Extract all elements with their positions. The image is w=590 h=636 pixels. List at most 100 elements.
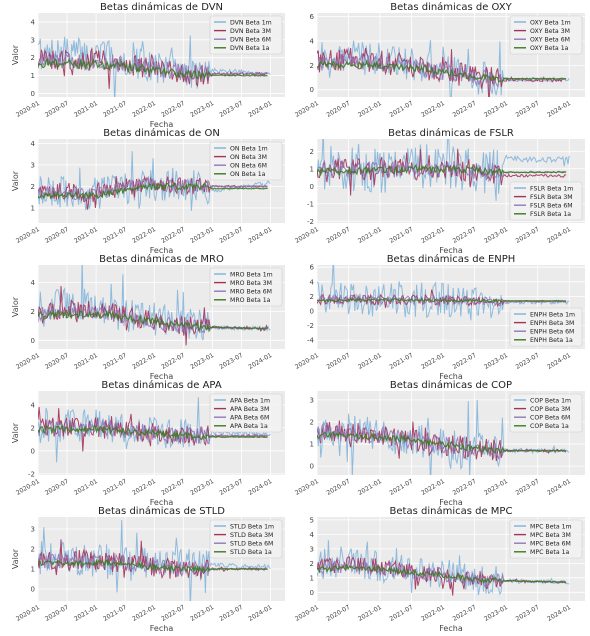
x-tick-label: 2023-07 [218,100,244,119]
x-tick-label: 2021-07 [102,478,128,497]
legend-label: ENPH Beta 1a [530,337,573,344]
x-tick-label: 2023-07 [218,352,244,371]
x-tick-label: 2023-07 [515,604,541,623]
legend-label: ON Beta 6M [230,163,267,170]
y-tick-label: 2 [31,54,35,62]
y-tick-label: 4 [31,401,36,409]
y-tick-label: 4 [310,278,315,286]
legend-label: COP Beta 3M [530,406,570,413]
y-tick-label: 0 [31,337,35,345]
legend-box [509,181,583,221]
y-axis-label: Valor [11,44,20,65]
x-tick-label: 2022-07 [160,226,186,245]
y-axis-label: Valor [11,422,20,443]
y-tick-label: 2 [31,183,35,191]
legend-label: APA Beta 3M [230,406,269,413]
series-line-fslr-beta-1m [317,139,570,201]
legend-label: APA Beta 1a [230,423,268,430]
x-tick-label: 2022-01 [131,604,157,623]
x-tick-label: 2024-01 [247,100,273,119]
x-axis-label: Fecha [439,498,463,507]
series-line-fslr-beta-1a [317,164,567,177]
x-tick-label: 2021-01 [357,100,383,119]
series-line-mro-beta-1m [38,265,271,341]
x-tick-label: 2021-01 [357,604,383,623]
x-axis-label: Fecha [439,372,463,381]
y-axis-label: Valor [11,296,20,317]
x-tick-label: 2022-01 [420,478,446,497]
series-line-mpc-beta-3m [317,556,567,596]
legend-label: ENPH Beta 1m [530,311,575,318]
legend-label: DVN Beta 1m [230,19,272,26]
x-tick-label: 2021-01 [73,478,99,497]
legend-label: FSLR Beta 6M [530,203,573,210]
series-line-on-beta-1a [38,181,268,201]
x-tick-label: 2023-07 [515,226,541,245]
series-line-fslr-beta-3m [317,148,567,196]
x-tick-label: 2020-07 [44,604,70,623]
x-tick-label: 2023-07 [515,478,541,497]
x-tick-label: 2023-01 [483,100,509,119]
y-tick-label: 6 [310,264,315,272]
series-line-oxy-beta-1a [317,59,567,83]
legend-box [509,307,583,347]
legend-label: DVN Beta 1a [230,45,270,52]
panel-title: Betas dinámicas de MPC [390,505,513,517]
x-tick-label: 2024-01 [546,226,572,245]
x-tick-label: 2023-07 [218,226,244,245]
panel-title: Betas dinámicas de ENPH [387,253,516,265]
x-tick-label: 2021-01 [357,226,383,245]
y-tick-label: -2 [28,470,35,478]
x-tick-label: 2021-01 [357,352,383,371]
legend-label: MRO Beta 1a [230,297,271,304]
panel-title: Betas dinámicas de COP [390,379,512,391]
legend-box [209,141,283,181]
x-tick-label: 2020-07 [325,352,351,371]
x-tick-label: 2020-01 [294,352,320,371]
x-tick-label: 2021-01 [357,478,383,497]
y-tick-label: 2 [31,308,35,316]
series-line-mpc-beta-1a [317,563,567,584]
y-tick-label: 1 [31,566,35,574]
x-tick-label: 2020-01 [15,478,41,497]
legend-label: DVN Beta 3M [230,28,271,35]
panel-title: Betas dinámicas de MRO [99,253,224,265]
legend-label: OXY Beta 6M [530,37,570,44]
x-tick-label: 2020-01 [294,604,320,623]
x-tick-label: 2020-01 [15,100,41,119]
y-tick-label: 0 [310,463,314,471]
x-tick-label: 2020-01 [15,604,41,623]
y-tick-label: 2 [310,293,314,301]
x-tick-label: 2022-01 [420,604,446,623]
y-tick-label: 5 [310,516,314,524]
x-axis-label: Fecha [150,246,174,255]
legend-label: MPC Beta 6M [530,541,571,548]
x-axis-label: Fecha [150,372,174,381]
legend-label: ON Beta 3M [230,154,267,161]
x-tick-label: 2022-01 [420,352,446,371]
x-tick-label: 2023-01 [189,604,215,623]
y-tick-label: 1 [310,574,314,582]
legend-label: APA Beta 1m [230,397,270,404]
legend-label: STLD Beta 6M [230,541,273,548]
x-tick-label: 2022-07 [452,352,478,371]
x-tick-label: 2020-07 [325,478,351,497]
y-tick-label: 0 [310,589,314,597]
x-tick-label: 2022-07 [160,604,186,623]
x-tick-label: 2023-01 [189,100,215,119]
x-tick-label: 2020-07 [325,604,351,623]
y-tick-label: 0 [310,86,314,94]
x-tick-label: 2021-07 [102,100,128,119]
panel-title: Betas dinámicas de ON [103,127,220,139]
x-tick-label: 2024-01 [247,604,273,623]
legend-label: MPC Beta 1a [530,549,570,556]
chart-panel-apa: Betas dinámicas de APA -2 0 2 4 2020-01 2020-0… [11,379,285,507]
x-tick-label: 2024-01 [546,604,572,623]
panel-title: Betas dinámicas de APA [101,379,221,391]
chart-panel-oxy: Betas dinámicas de OXY 0 2 4 6 2020-01 2020-07… [294,1,585,119]
y-axis-label: Valor [11,548,20,569]
legend-label: FSLR Beta 1a [530,211,571,218]
